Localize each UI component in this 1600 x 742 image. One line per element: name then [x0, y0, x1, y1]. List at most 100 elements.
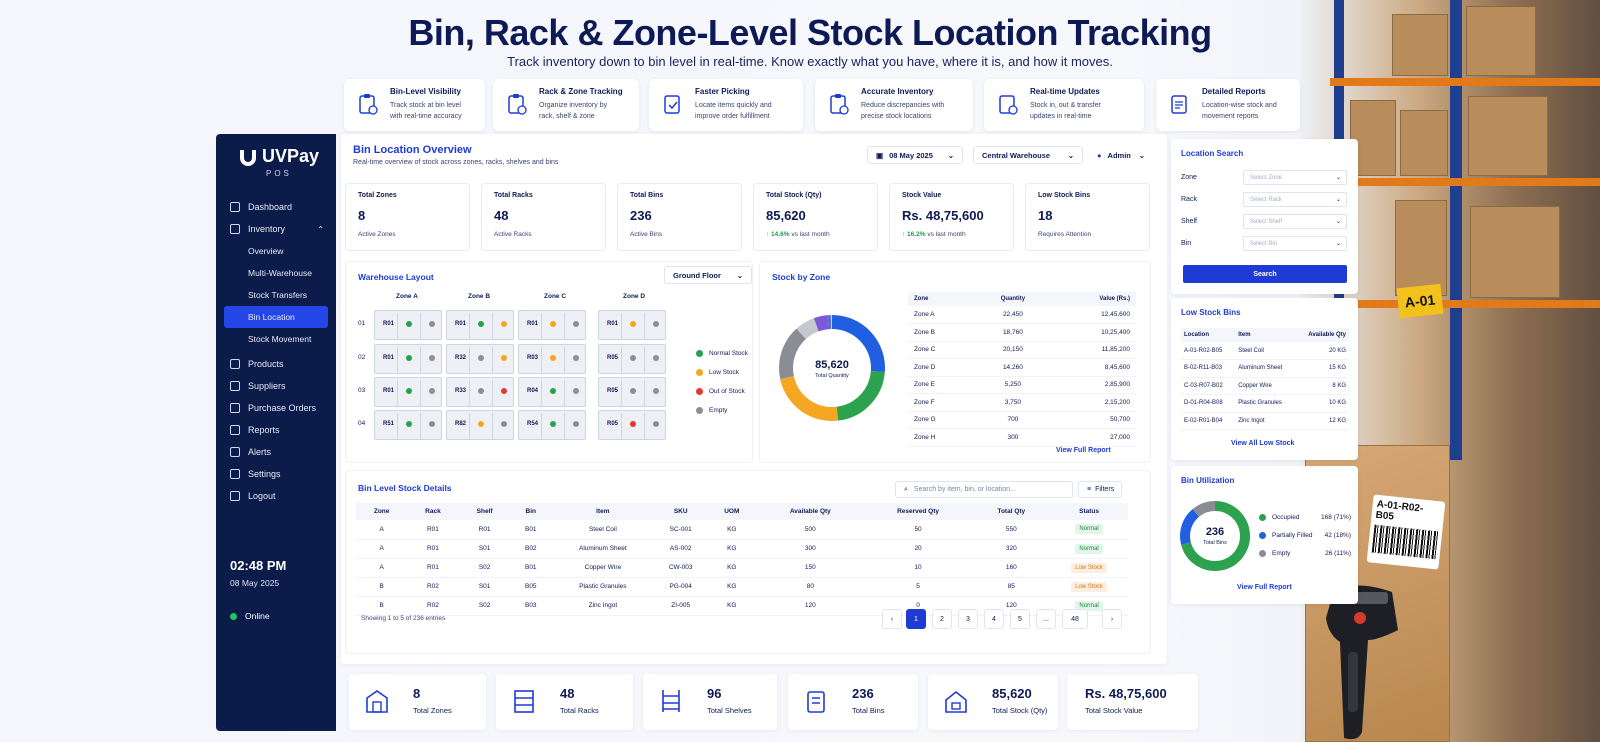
sidebar-item-reports[interactable]: Reports — [216, 419, 336, 441]
bin-icon — [807, 691, 825, 713]
page-button[interactable]: 5 — [1010, 609, 1030, 629]
panel-title: Low Stock Bins — [1181, 308, 1241, 317]
table-row[interactable]: B-02-R11-B03 Aluminum Sheet 15 KG — [1181, 359, 1349, 378]
table-row[interactable]: B R02 S01 B05 Plastic Granules PG-004 KG 80 5 85 L… — [356, 577, 1128, 597]
filters-button[interactable]: ≡ Filters — [1078, 481, 1122, 498]
bin-cell[interactable]: R51 — [374, 410, 442, 440]
view-full-report-link[interactable]: View Full Report — [1056, 447, 1111, 454]
bin-cell[interactable]: R03 — [518, 344, 586, 374]
bin-cell[interactable]: R32 — [446, 344, 514, 374]
bin-cell[interactable]: R01 — [374, 310, 442, 340]
sidebar-item-overview[interactable]: Overview — [216, 240, 336, 262]
bin-cell[interactable]: R04 — [518, 377, 586, 407]
rack-code: R54 — [527, 421, 539, 427]
sidebar-item-inventory[interactable]: Inventory ⌃ — [216, 218, 336, 240]
page-button[interactable]: ... — [1036, 609, 1056, 629]
bin-cell[interactable]: R01 — [374, 377, 442, 407]
search-input[interactable]: ⌕ Search by item, bin, or location... — [895, 481, 1073, 498]
table-row[interactable]: A R01 S01 B02 Aluminum Sheet AS-002 KG 300 20 320… — [356, 539, 1128, 559]
bin-cell[interactable]: R33 — [446, 377, 514, 407]
sidebar-item-multi-warehouse[interactable]: Multi-Warehouse — [216, 262, 336, 284]
sidebar-item-settings[interactable]: Settings — [216, 463, 336, 485]
summary-card: 236 Total Bins — [788, 674, 918, 730]
legend-dot-icon — [696, 407, 703, 414]
page-button[interactable]: 48 — [1062, 609, 1088, 629]
sidebar-item-dashboard[interactable]: Dashboard — [216, 196, 336, 218]
home-icon — [230, 202, 240, 212]
table-cell: 2,15,200 — [1049, 393, 1136, 412]
shelf-select[interactable]: Select Shelf ⌄ — [1243, 214, 1347, 229]
table-row[interactable]: C-03-R07-B02 Copper Wire 8 KG — [1181, 377, 1349, 395]
bin-cell[interactable]: R05 — [598, 344, 666, 374]
page-button[interactable]: 3 — [958, 609, 978, 629]
page-button[interactable]: 2 — [932, 609, 952, 629]
table-cell: Zinc Ingot — [1235, 412, 1296, 430]
table-row[interactable]: A R01 S02 B01 Copper Wire CW-003 KG 150 10 160 Low… — [356, 558, 1128, 578]
table-cell: 80 — [757, 577, 864, 597]
prev-page-button[interactable]: ‹ — [882, 609, 902, 629]
bin-cell[interactable]: R05 — [598, 377, 666, 407]
sidebar-item-label: Suppliers — [248, 381, 286, 391]
feature-desc: with real-time accuracy — [390, 113, 462, 120]
sidebar-nav: Dashboard Inventory ⌃ Overview Multi-Ware… — [216, 196, 336, 507]
feature-desc: Stock in, out & transfer — [1030, 102, 1101, 109]
bin-status-dot — [501, 321, 507, 327]
sidebar-item-label: Multi-Warehouse — [248, 268, 312, 278]
table-row[interactable]: A-01-R02-B05 Steel Coil 20 KG — [1181, 342, 1349, 360]
sidebar-item-logout[interactable]: Logout — [216, 485, 336, 507]
page-button[interactable]: 4 — [984, 609, 1004, 629]
bin-cell[interactable]: R01 — [374, 344, 442, 374]
sidebar-item-stock-movement[interactable]: Stock Movement — [216, 328, 336, 350]
table-cell: 10 KG — [1295, 394, 1349, 413]
bell-icon — [230, 447, 240, 457]
sidebar-item-bin-location[interactable]: Bin Location — [224, 306, 328, 328]
bin-divider — [621, 313, 622, 339]
zone-select[interactable]: Select Zone ⌄ — [1243, 170, 1347, 185]
clipboard-check-icon — [830, 94, 849, 115]
bin-status-dot — [653, 355, 659, 361]
sidebar-item-label: Stock Transfers — [248, 290, 308, 300]
table-row[interactable]: E-02-R01-B04 Zinc Ingot 12 KG — [1181, 412, 1349, 430]
bin-status-dot — [429, 388, 435, 394]
sidebar-item-stock-transfers[interactable]: Stock Transfers — [216, 284, 336, 306]
table-row: Zone A 22,450 12,45,600 — [908, 306, 1136, 324]
legend-dot-icon — [696, 388, 703, 395]
feature-title: Bin-Level Visibility — [390, 87, 461, 96]
bin-cell[interactable]: R82 — [446, 410, 514, 440]
floor-select[interactable]: Ground Floor ⌄ — [664, 266, 752, 284]
table-row[interactable]: D-01-R04-B08 Plastic Granules 10 KG — [1181, 394, 1349, 413]
warehouse-select[interactable]: Central Warehouse ⌄ — [973, 146, 1083, 164]
search-button[interactable]: Search — [1183, 265, 1347, 283]
bin-cell[interactable]: R01 — [518, 310, 586, 340]
feature-desc: movement reports — [1202, 113, 1259, 120]
bin-cell[interactable]: R54 — [518, 410, 586, 440]
bin-divider — [397, 347, 398, 373]
summary-value: 48 — [560, 686, 575, 701]
bin-status-dot — [550, 421, 556, 427]
donut-center-label: Total Quantity — [815, 373, 849, 379]
rack-code: R03 — [527, 355, 539, 361]
table-cell: A — [356, 539, 408, 559]
table-row[interactable]: A R01 R01 B01 Steel Coil SC-001 KG 500 50 550 Norm… — [356, 520, 1128, 540]
next-page-button[interactable]: › — [1102, 609, 1122, 629]
stock-by-zone-donut — [779, 314, 885, 421]
kpi-card: Total Stock (Qty) 85,620 ↑ 14.6% vs last m… — [753, 183, 878, 251]
sidebar-item-label: Bin Location — [248, 312, 295, 322]
bin-cell[interactable]: R05 — [598, 410, 666, 440]
bin-cell[interactable]: R01 — [598, 310, 666, 340]
page-button[interactable]: 1 — [906, 609, 926, 629]
picking-hand-icon — [664, 95, 680, 114]
bin-cell[interactable]: R01 — [446, 310, 514, 340]
sidebar-item-purchase-orders[interactable]: Purchase Orders — [216, 397, 336, 419]
sidebar-item-suppliers[interactable]: Suppliers — [216, 375, 336, 397]
sidebar-item-products[interactable]: Products — [216, 353, 336, 375]
table-cell: Normal — [1050, 539, 1128, 559]
bin-select[interactable]: Select Bin ⌄ — [1243, 236, 1347, 251]
view-full-report-link[interactable]: View Full Report — [1237, 584, 1292, 591]
date-picker[interactable]: ▣ 08 May 2025 ⌄ — [867, 146, 963, 164]
table-cell: A — [356, 520, 408, 540]
sidebar-item-alerts[interactable]: Alerts — [216, 441, 336, 463]
view-all-low-stock-link[interactable]: View All Low Stock — [1231, 440, 1295, 447]
rack-select[interactable]: Select Rack ⌄ — [1243, 192, 1347, 207]
user-menu[interactable]: ● Admin ⌄ — [1089, 146, 1153, 164]
